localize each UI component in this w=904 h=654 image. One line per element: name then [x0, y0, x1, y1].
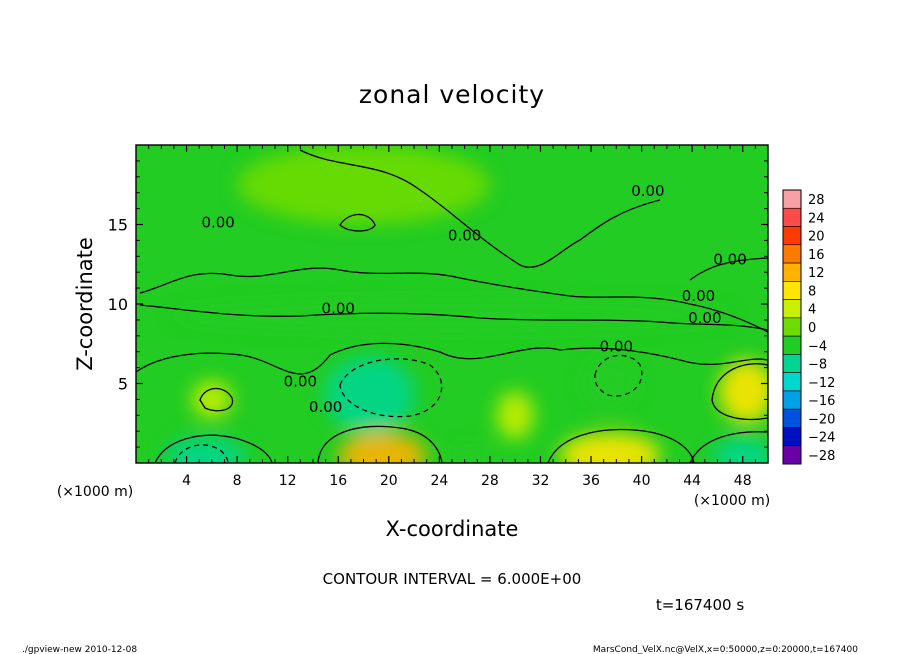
contour-lines — [136, 149, 768, 463]
colorbar-swatch-2 — [782, 226, 802, 246]
x-tick-label-10: 44 — [683, 473, 701, 489]
colorbar-label-10: −12 — [808, 376, 835, 391]
colorbar-swatch-14 — [782, 445, 802, 465]
x-tick-label-5: 24 — [430, 473, 448, 489]
anomaly-9 — [496, 391, 535, 440]
colorbar-swatch-13 — [782, 427, 802, 447]
contour-small-island — [339, 213, 376, 232]
contour-negative-center — [339, 358, 443, 418]
footer-right: MarsCond_VelX.nc@VelX,x=0:50000,z=0:2000… — [593, 645, 858, 654]
anomaly-5 — [324, 356, 416, 433]
contour-bottom-left — [154, 434, 273, 463]
colorbar-swatch-10 — [782, 372, 802, 392]
x-tick-label-9: 40 — [633, 473, 651, 489]
contour-label-1: 0.00 — [448, 226, 481, 244]
anomaly-11 — [237, 145, 490, 225]
colorbar-swatch-8 — [782, 335, 802, 355]
colorbar-label-4: 12 — [808, 266, 825, 281]
x-tick-label-8: 36 — [582, 473, 600, 489]
contour-label-2: 0.00 — [631, 182, 664, 200]
colorbar-swatch-4 — [782, 262, 802, 282]
contour-label-8: 0.00 — [284, 373, 317, 391]
y-axis: 5 10 15 — [108, 160, 768, 448]
contour-positive-right — [711, 363, 768, 421]
anomaly-2 — [559, 432, 661, 463]
x-tick-label-11: 48 — [734, 473, 752, 489]
contour-zero-upper — [139, 267, 768, 333]
contour-bottom-center — [317, 425, 443, 463]
x-axis-label: X-coordinate — [386, 517, 519, 541]
anomaly-3 — [712, 437, 768, 463]
contour-bottom-edge — [689, 431, 768, 463]
anomaly-1 — [338, 432, 427, 463]
contour-zero-mid — [139, 304, 768, 331]
x-tick-label-3: 16 — [329, 473, 347, 489]
colorbar-frame — [782, 189, 802, 465]
y-tick-label-2: 15 — [108, 216, 128, 235]
colorbar-swatch-3 — [782, 244, 802, 264]
anomaly-8 — [718, 359, 768, 424]
colorbar-label-3: 16 — [808, 248, 825, 263]
colorbar: 28 24 20 16 12 8 4 0 −4 −8 −12 −16 −20 −24 −28 — [782, 189, 835, 465]
plot-area: 0.00 0.00 0.00 0.00 0.00 0.00 0.00 0.00 0.00 0.00 — [136, 145, 768, 463]
x-axis-unit-right: (×1000 m) — [694, 493, 770, 509]
colorbar-swatch-6 — [782, 299, 802, 319]
contour-zero-right — [689, 257, 768, 281]
colorbar-swatch-0 — [782, 189, 802, 209]
x-tick-label-0: 4 — [182, 473, 191, 489]
y-tick-label-1: 10 — [108, 295, 128, 314]
colorbar-label-9: −8 — [808, 358, 827, 373]
contour-negative-right — [594, 354, 643, 397]
colorbar-swatch-11 — [782, 390, 802, 410]
x-tick-label-1: 8 — [233, 473, 242, 489]
contour-label-3: 0.00 — [713, 250, 746, 268]
anomaly-4 — [450, 445, 492, 463]
colorbar-swatch-5 — [782, 281, 802, 300]
colorbar-swatch-9 — [782, 354, 802, 373]
contour-negative-bottom-left — [174, 444, 229, 463]
colorbar-label-5: 8 — [808, 284, 816, 299]
colorbar-label-8: −4 — [808, 339, 827, 354]
colorbar-swatch-1 — [782, 207, 802, 227]
chart-title: zonal velocity — [359, 80, 545, 109]
x-tick-label-7: 32 — [532, 473, 550, 489]
contour-label-7: 0.00 — [600, 338, 633, 356]
colorbar-label-13: −24 — [808, 431, 835, 446]
x-tick-label-4: 20 — [380, 473, 398, 489]
contour-label-5: 0.00 — [688, 309, 721, 327]
colorbar-label-11: −16 — [808, 394, 835, 409]
contour-label-4: 0.00 — [682, 287, 715, 305]
colorbar-label-12: −20 — [808, 412, 835, 427]
contour-label-6: 0.00 — [322, 300, 355, 318]
contour-zero-lower — [136, 342, 768, 375]
contour-positive-left — [199, 387, 234, 412]
contour-interval-text: CONTOUR INTERVAL = 6.000E+00 — [323, 570, 582, 588]
colorbar-label-0: 28 — [808, 193, 825, 208]
anomaly-6 — [584, 354, 636, 413]
x-tick-label-2: 12 — [279, 473, 297, 489]
x-tick-label-6: 28 — [481, 473, 499, 489]
colorbar-label-6: 4 — [808, 303, 816, 318]
contour-zero-top — [299, 149, 661, 268]
colorbar-swatch-12 — [782, 408, 802, 428]
colorbar-label-1: 24 — [808, 211, 825, 226]
time-text: t=167400 s — [656, 596, 744, 614]
y-tick-label-0: 5 — [118, 375, 128, 394]
contour-bottom-right — [547, 428, 695, 463]
anomaly-7 — [191, 380, 233, 419]
velocity-anomalies — [165, 145, 768, 463]
y-axis-label: Z-coordinate — [73, 237, 97, 371]
anomaly-0 — [165, 437, 246, 463]
x-axis-unit-left: (×1000 m) — [57, 484, 133, 500]
contour-labels: 0.00 0.00 0.00 0.00 0.00 0.00 0.00 0.00 0.00 0.00 — [201, 182, 746, 416]
contour-label-0: 0.00 — [201, 214, 234, 232]
x-axis: 4 8 12 16 20 24 28 32 36 40 44 48 — [148, 145, 756, 489]
colorbar-label-2: 20 — [808, 230, 825, 245]
footer-left: ./gpview-new 2010-12-08 — [22, 645, 137, 654]
colorbar-swatch-7 — [782, 317, 802, 337]
colorbar-label-14: −28 — [808, 449, 835, 464]
contour-label-9: 0.00 — [309, 398, 342, 416]
colorbar-label-7: 0 — [808, 321, 816, 336]
